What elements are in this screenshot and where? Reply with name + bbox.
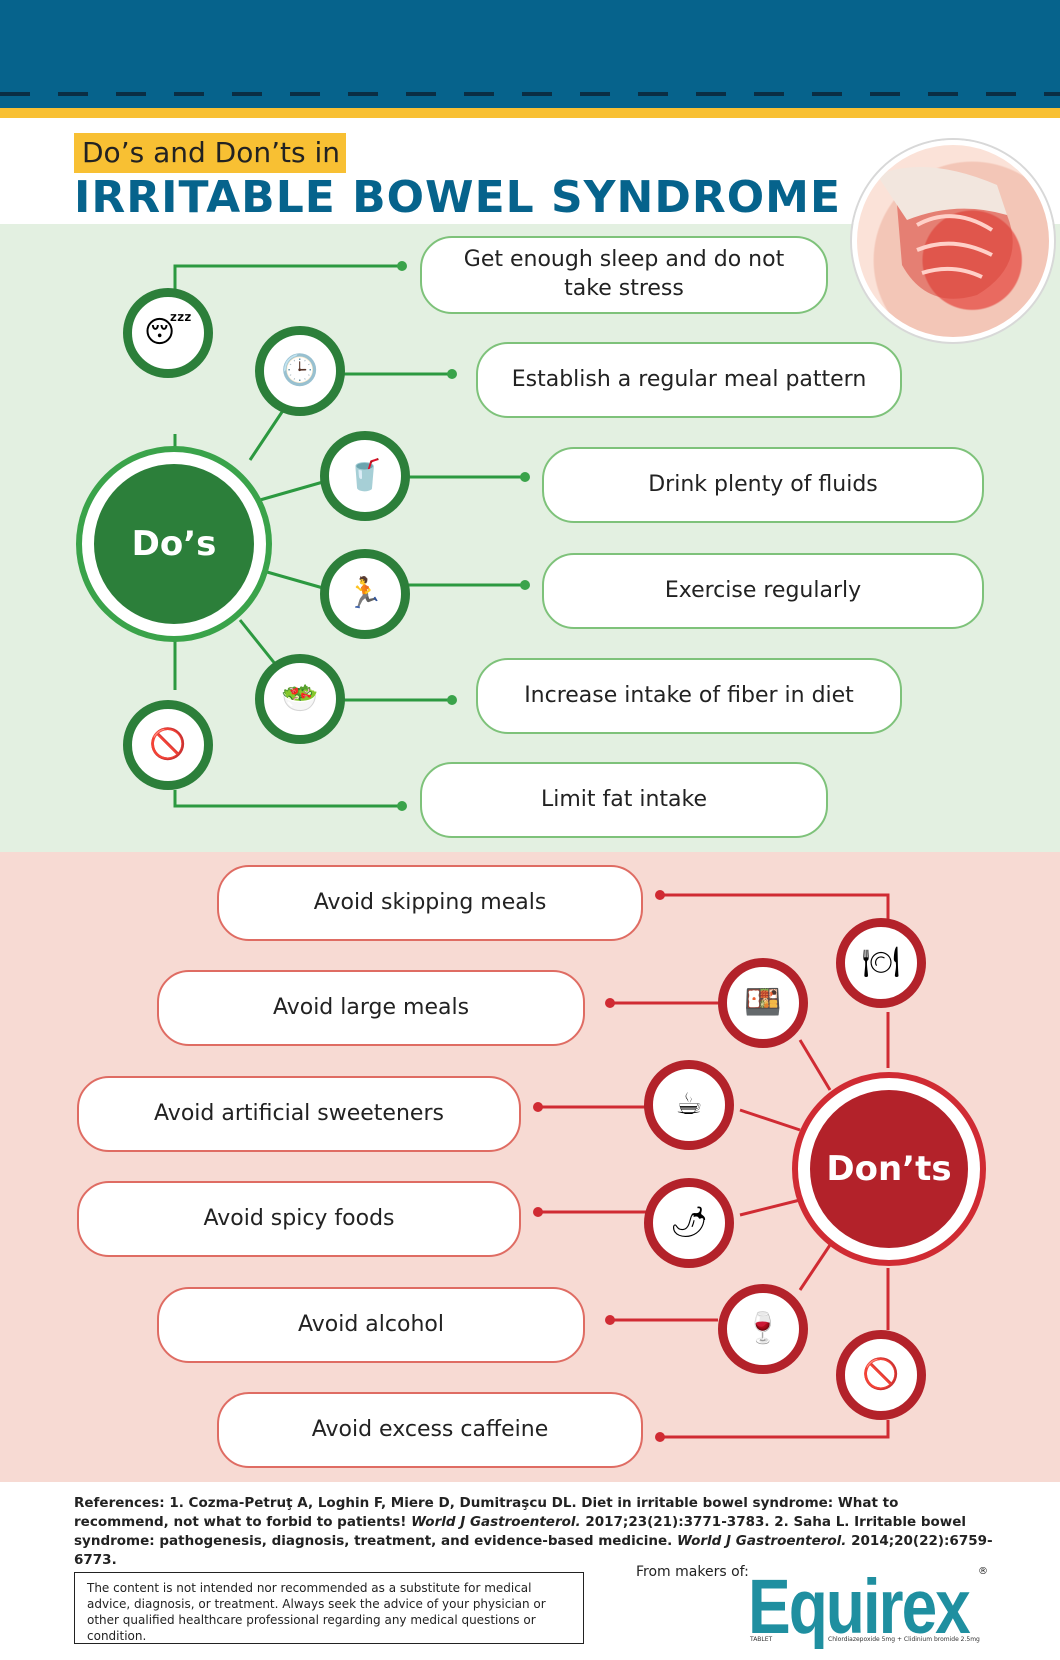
header-banner xyxy=(0,0,1060,108)
dos-item-4: Exercise regularly xyxy=(542,553,984,629)
dos-item-3: Drink plenty of fluids xyxy=(542,447,984,523)
clock-meal-icon: 🕒 xyxy=(255,326,345,416)
title-prefix: Do’s and Don’ts in xyxy=(82,136,340,169)
title-highlight xyxy=(74,133,346,173)
dos-hub: Do’s xyxy=(76,446,272,642)
dos-hub-label: Do’s xyxy=(131,524,217,564)
sweetener-icon: ☕ xyxy=(644,1060,734,1150)
brand-composition: Chlordiazepoxide 5mg + Clidinium bromide… xyxy=(828,1636,980,1643)
dos-item-1: Get enough sleep and do not take stress xyxy=(420,236,828,314)
donts-item-2: Avoid large meals xyxy=(157,970,585,1046)
dos-item-6: Limit fat intake xyxy=(420,762,828,838)
donts-item-3: Avoid artificial sweeteners xyxy=(77,1076,521,1152)
donts-item-4: Avoid spicy foods xyxy=(77,1181,521,1257)
dos-item-2: Establish a regular meal pattern xyxy=(476,342,902,418)
sleep-icon: 😴 xyxy=(123,288,213,378)
donts-item-6: Avoid excess caffeine xyxy=(217,1392,643,1468)
brand-logo: Equirex xyxy=(748,1563,971,1650)
plate-meal-icon: 🍽 xyxy=(836,918,926,1008)
drinking-water-icon: 🥤 xyxy=(320,431,410,521)
donts-hub: Don’ts xyxy=(792,1072,986,1266)
disclaimer-box: The content is not intended nor recommen… xyxy=(74,1572,584,1644)
registered-mark: ® xyxy=(978,1566,988,1577)
dos-item-5: Increase intake of fiber in diet xyxy=(476,658,902,734)
donts-item-1: Avoid skipping meals xyxy=(217,865,643,941)
no-alcohol-icon: 🍷 xyxy=(718,1284,808,1374)
donts-item-5: Avoid alcohol xyxy=(157,1287,585,1363)
abdominal-pain-photo xyxy=(852,140,1054,342)
no-fatty-food-icon: 🚫 xyxy=(123,700,213,790)
from-makers-label: From makers of: xyxy=(636,1564,749,1580)
page-title: IRRITABLE BOWEL SYNDROME xyxy=(74,172,842,223)
donts-hub-label: Don’ts xyxy=(826,1149,952,1189)
exercise-icon: 🏃 xyxy=(320,549,410,639)
brand-form: TABLET xyxy=(750,1636,773,1643)
references: References: 1. Cozma-Petruţ A, Loghin F,… xyxy=(74,1495,993,1568)
fiber-food-icon: 🥗 xyxy=(255,654,345,744)
header-dashed-line xyxy=(0,92,1060,96)
large-meal-icon: 🍱 xyxy=(718,958,808,1048)
spicy-food-icon: 🌶 xyxy=(644,1178,734,1268)
no-caffeine-icon: 🚫 xyxy=(836,1330,926,1420)
header-accent-stripe xyxy=(0,108,1060,118)
